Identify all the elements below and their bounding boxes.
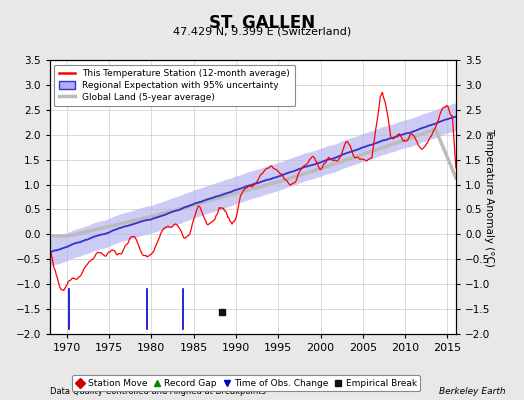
Text: 47.429 N, 9.399 E (Switzerland): 47.429 N, 9.399 E (Switzerland) <box>173 26 351 36</box>
Legend: This Temperature Station (12-month average), Regional Expectation with 95% uncer: This Temperature Station (12-month avera… <box>54 64 294 106</box>
Text: Data Quality Controlled and Aligned at Breakpoints: Data Quality Controlled and Aligned at B… <box>50 387 266 396</box>
Y-axis label: Temperature Anomaly (°C): Temperature Anomaly (°C) <box>485 128 495 266</box>
Legend: Station Move, Record Gap, Time of Obs. Change, Empirical Break: Station Move, Record Gap, Time of Obs. C… <box>72 375 420 392</box>
Text: ST. GALLEN: ST. GALLEN <box>209 14 315 32</box>
Text: Berkeley Earth: Berkeley Earth <box>439 387 506 396</box>
